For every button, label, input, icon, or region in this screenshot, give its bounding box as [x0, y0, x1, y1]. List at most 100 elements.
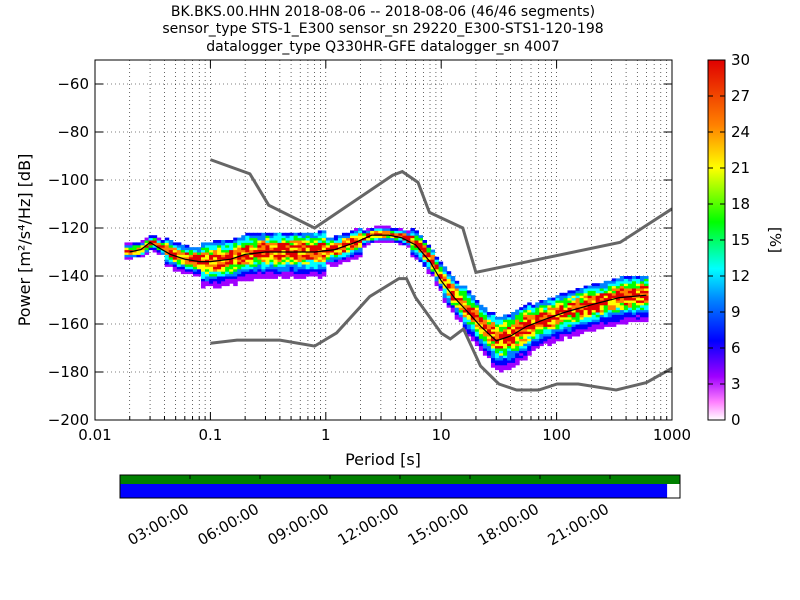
- histogram-cell: [503, 360, 508, 363]
- histogram-cell: [176, 242, 182, 246]
- histogram-cell: [623, 304, 629, 308]
- histogram-cell: [265, 264, 270, 267]
- histogram-cell: [257, 252, 262, 255]
- histogram-cell: [233, 254, 238, 258]
- histogram-cell: [478, 321, 484, 325]
- histogram-cell: [253, 273, 258, 277]
- histogram-cell: [539, 309, 544, 313]
- histogram-cell: [511, 345, 516, 349]
- histogram-cell: [482, 345, 488, 349]
- histogram-cell: [615, 309, 621, 313]
- histogram-cell: [507, 343, 512, 347]
- histogram-cell: [466, 328, 472, 332]
- histogram-cell: [631, 280, 637, 284]
- histogram-cell: [382, 232, 387, 236]
- histogram-cell: [273, 266, 279, 270]
- histogram-cell: [237, 271, 242, 275]
- histogram-cell: [503, 352, 508, 356]
- histogram-cell: [257, 271, 262, 275]
- histogram-cell: [543, 312, 548, 315]
- histogram-cell: [571, 304, 577, 308]
- histogram-cell: [579, 326, 585, 330]
- histogram-cell: [627, 319, 633, 323]
- histogram-cell: [213, 285, 218, 289]
- histogram-cell: [607, 292, 613, 296]
- histogram-cell: [301, 235, 307, 239]
- histogram-cell: [507, 324, 512, 327]
- histogram-cell: [245, 273, 250, 277]
- histogram-cell: [265, 271, 270, 275]
- histogram-cell: [482, 350, 488, 354]
- histogram-cell: [152, 237, 158, 241]
- histogram-cell: [382, 235, 387, 239]
- histogram-cell: [281, 268, 287, 272]
- histogram-cell: [410, 232, 415, 236]
- histogram-cell: [277, 252, 283, 255]
- histogram-cell: [237, 278, 242, 282]
- histogram-cell: [196, 266, 202, 270]
- histogram-cell: [611, 290, 617, 294]
- histogram-cell: [245, 256, 250, 260]
- histogram-cell: [313, 247, 319, 251]
- histogram-cell: [470, 295, 476, 299]
- histogram-cell: [333, 252, 339, 255]
- histogram-cell: [192, 268, 198, 272]
- histogram-cell: [257, 273, 262, 277]
- histogram-cell: [442, 266, 448, 270]
- histogram-cell: [587, 328, 593, 332]
- histogram-cell: [539, 336, 544, 339]
- histogram-cell: [374, 230, 379, 234]
- histogram-cell: [136, 254, 142, 258]
- histogram-cell: [438, 276, 444, 279]
- histogram-cell: [390, 235, 395, 239]
- histogram-cell: [567, 328, 573, 332]
- histogram-cell: [627, 288, 633, 291]
- histogram-cell: [591, 309, 597, 313]
- histogram-cell: [422, 261, 428, 265]
- histogram-cell: [563, 314, 568, 318]
- histogram-cell: [547, 324, 552, 327]
- histogram-cell: [213, 247, 218, 251]
- histogram-cell: [200, 252, 206, 255]
- histogram-cell: [297, 249, 303, 253]
- histogram-cell: [265, 242, 270, 246]
- histogram-cell: [241, 256, 246, 260]
- histogram-cell: [470, 326, 476, 330]
- histogram-cell: [200, 244, 206, 248]
- histogram-cell: [265, 237, 270, 241]
- histogram-cell: [221, 240, 226, 243]
- histogram-cell: [591, 312, 597, 315]
- histogram-cell: [619, 283, 625, 287]
- histogram-cell: [603, 307, 609, 311]
- histogram-cell: [289, 252, 295, 255]
- histogram-cell: [494, 319, 500, 323]
- histogram-cell: [563, 319, 568, 323]
- histogram-cell: [192, 266, 198, 270]
- histogram-cell: [507, 338, 512, 342]
- histogram-cell: [362, 235, 367, 239]
- histogram-cell: [249, 266, 254, 270]
- histogram-cell: [249, 268, 254, 272]
- histogram-cell: [341, 235, 347, 239]
- histogram-cell: [499, 336, 504, 339]
- histogram-cell: [337, 249, 343, 253]
- histogram-cell: [289, 240, 295, 243]
- histogram-cell: [430, 256, 436, 260]
- histogram-cell: [305, 242, 311, 246]
- histogram-cell: [599, 307, 605, 311]
- histogram-cell: [229, 240, 234, 243]
- histogram-cell: [486, 340, 492, 344]
- histogram-cell: [623, 297, 629, 301]
- histogram-cell: [519, 307, 524, 311]
- histogram-cell: [527, 316, 532, 320]
- histogram-cell: [644, 292, 649, 296]
- histogram-cell: [499, 360, 504, 363]
- histogram-cell: [482, 338, 488, 342]
- histogram-cell: [358, 254, 363, 258]
- histogram-cell: [225, 252, 230, 255]
- histogram-cell: [507, 321, 512, 325]
- histogram-cell: [547, 297, 552, 301]
- histogram-cell: [406, 242, 411, 246]
- histogram-cell: [595, 290, 601, 294]
- histogram-cell: [555, 297, 560, 301]
